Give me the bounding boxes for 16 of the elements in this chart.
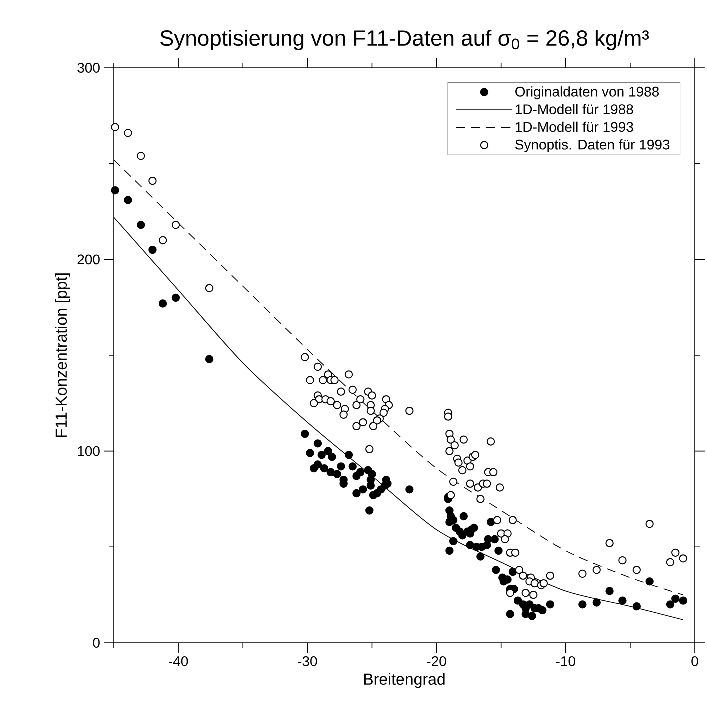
x-tick-label: -40 [169, 656, 188, 666]
x-tick-label: -10 [556, 656, 576, 666]
y-axis-title: F11-Konzentration [ppt] [55, 274, 70, 438]
y-tick-label: 0 [93, 638, 100, 648]
legend-label: 1D-Modell für 1988 [516, 104, 634, 114]
y-tick-label: 300 [78, 63, 100, 73]
x-tick-label: -20 [427, 656, 446, 666]
legend-label: Originaldaten von 1988 [516, 86, 660, 100]
y-tick-label: 200 [78, 254, 100, 265]
legend-label: Synoptis. Daten für 1993 [516, 139, 670, 153]
x-tick-label: -30 [298, 656, 318, 666]
legend-label: 1D-Modell für 1993 [516, 122, 634, 132]
x-axis-title: Breitengrad [364, 673, 445, 688]
y-tick-label: 100 [78, 446, 100, 456]
x-tick-label: 0 [692, 656, 698, 666]
chart-title: Synoptisierung von F11-Daten auf σ$_{0}$ = 26,8 kg/m³ [160, 30, 650, 50]
